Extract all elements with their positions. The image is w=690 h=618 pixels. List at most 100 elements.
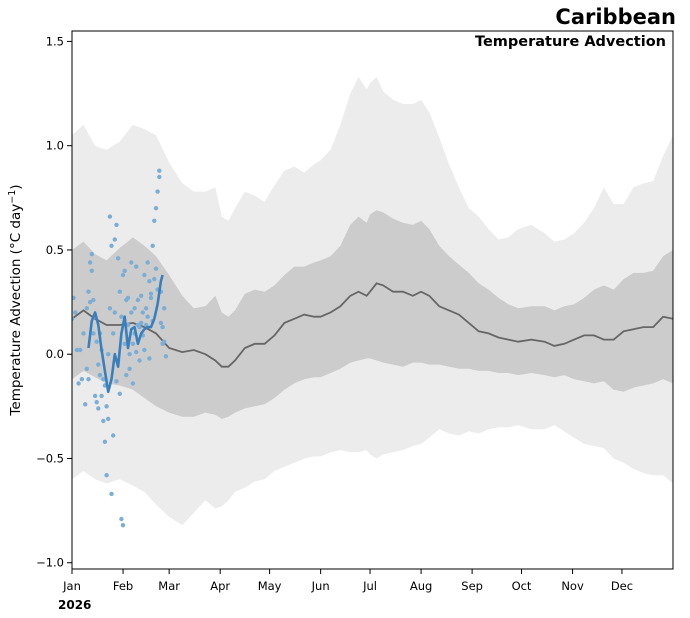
- observed-point: [127, 366, 132, 371]
- y-axis-label-superscript: −1: [7, 190, 18, 204]
- observed-point: [122, 268, 127, 273]
- observed-point: [148, 291, 154, 296]
- y-axis-label-main: Temperature Advection (: [8, 249, 24, 417]
- observed-point: [129, 260, 134, 265]
- x-tick-label: Feb: [113, 579, 133, 593]
- observed-point: [158, 320, 164, 326]
- x-tick-label: Dec: [611, 579, 633, 593]
- climatology-mean-line: [72, 282, 673, 368]
- observed-point: [157, 168, 162, 173]
- observed-point: [127, 352, 132, 357]
- observed-point: [73, 310, 78, 315]
- observed-point: [117, 391, 123, 396]
- chart-title: Caribbean: [555, 5, 676, 29]
- observed-point: [111, 331, 116, 336]
- observed-point: [160, 324, 165, 330]
- observed-point: [91, 331, 96, 336]
- observed-point: [130, 381, 136, 386]
- observed-point: [112, 237, 118, 242]
- observed-point: [84, 366, 90, 371]
- x-tick-label: Aug: [410, 579, 432, 593]
- y-tick-label: −1.0: [36, 556, 64, 570]
- observed-point: [72, 316, 75, 321]
- observed-point: [132, 306, 137, 311]
- x-tick-label: Nov: [561, 579, 584, 593]
- x-tick-label: Sep: [461, 579, 483, 593]
- observed-point: [148, 295, 154, 301]
- observed-point: [134, 349, 139, 355]
- observed-point: [104, 473, 109, 478]
- observed-point: [157, 174, 162, 180]
- y-axis: 1.5 1.0 0.5 0.0 −0.5 −1.0: [36, 34, 72, 570]
- observed-point: [145, 314, 150, 319]
- observed-point: [87, 260, 93, 265]
- observed-point: [94, 339, 99, 344]
- observed-point: [84, 306, 90, 311]
- observed-point: [125, 295, 131, 301]
- observed-point: [147, 279, 152, 284]
- observed-point: [106, 352, 111, 357]
- x-tick-label: Mar: [158, 579, 180, 593]
- x-tick-label: Jul: [362, 579, 377, 593]
- y-tick-label: 1.5: [46, 34, 64, 48]
- observed-point: [72, 295, 76, 301]
- y-tick-label: 0.0: [46, 347, 64, 361]
- observed-point: [152, 276, 157, 282]
- observed-point: [119, 314, 124, 319]
- year-label: 2026: [58, 598, 91, 612]
- observed-point: [96, 406, 101, 411]
- observed-point: [104, 404, 109, 409]
- observed-point: [145, 260, 150, 265]
- observed-point: [152, 218, 157, 223]
- observed-point: [102, 439, 108, 444]
- observed-point: [137, 358, 142, 363]
- y-axis-label-unit: °C day: [8, 204, 24, 249]
- observed-point: [117, 289, 123, 294]
- x-tick-label: Apr: [210, 579, 230, 593]
- observed-point: [99, 393, 104, 399]
- observed-point: [87, 299, 93, 305]
- observed-point: [86, 377, 91, 382]
- observed-point: [83, 402, 88, 407]
- plot-area: [72, 76, 673, 528]
- x-tick-label: Jan: [62, 579, 81, 593]
- x-axis: Jan Feb Mar Apr May Jun Jul Aug Sep Oct Nov Dec: [62, 569, 633, 593]
- observed-point: [120, 523, 126, 528]
- observed-point: [107, 306, 113, 311]
- observed-point: [91, 297, 96, 303]
- observed-point: [96, 362, 101, 367]
- observed-point: [120, 272, 126, 278]
- observed-point: [97, 372, 103, 378]
- observed-point: [79, 377, 85, 382]
- observed-point: [153, 206, 159, 211]
- observed-point: [137, 324, 142, 330]
- observed-point: [162, 339, 167, 344]
- observed-point: [130, 341, 136, 346]
- observed-smoothed-line: [87, 274, 164, 394]
- observed-point: [119, 516, 124, 522]
- observed-point: [139, 293, 144, 298]
- x-tick-label: May: [258, 579, 282, 593]
- observed-point: [111, 433, 116, 438]
- observed-point: [124, 372, 129, 378]
- y-axis-label: Temperature Advection (°C day−1): [7, 184, 24, 416]
- observed-point: [107, 214, 113, 219]
- observed-point: [142, 347, 147, 353]
- observed-point: [92, 393, 98, 399]
- observed-point: [135, 297, 141, 303]
- observed-point: [106, 416, 111, 422]
- observed-point: [139, 320, 144, 326]
- observed-point: [114, 222, 119, 228]
- y-tick-label: 1.0: [46, 139, 64, 153]
- observed-point: [76, 381, 81, 386]
- observed-point: [129, 310, 134, 315]
- observed-point: [147, 356, 152, 361]
- observed-point: [112, 310, 118, 315]
- observed-point: [153, 266, 159, 271]
- observed-point: [78, 347, 83, 353]
- observed-point: [94, 400, 99, 405]
- chart-subtitle: Temperature Advection: [475, 34, 666, 50]
- observed-point: [109, 243, 114, 248]
- observed-point: [163, 354, 169, 359]
- observed-point: [101, 418, 106, 424]
